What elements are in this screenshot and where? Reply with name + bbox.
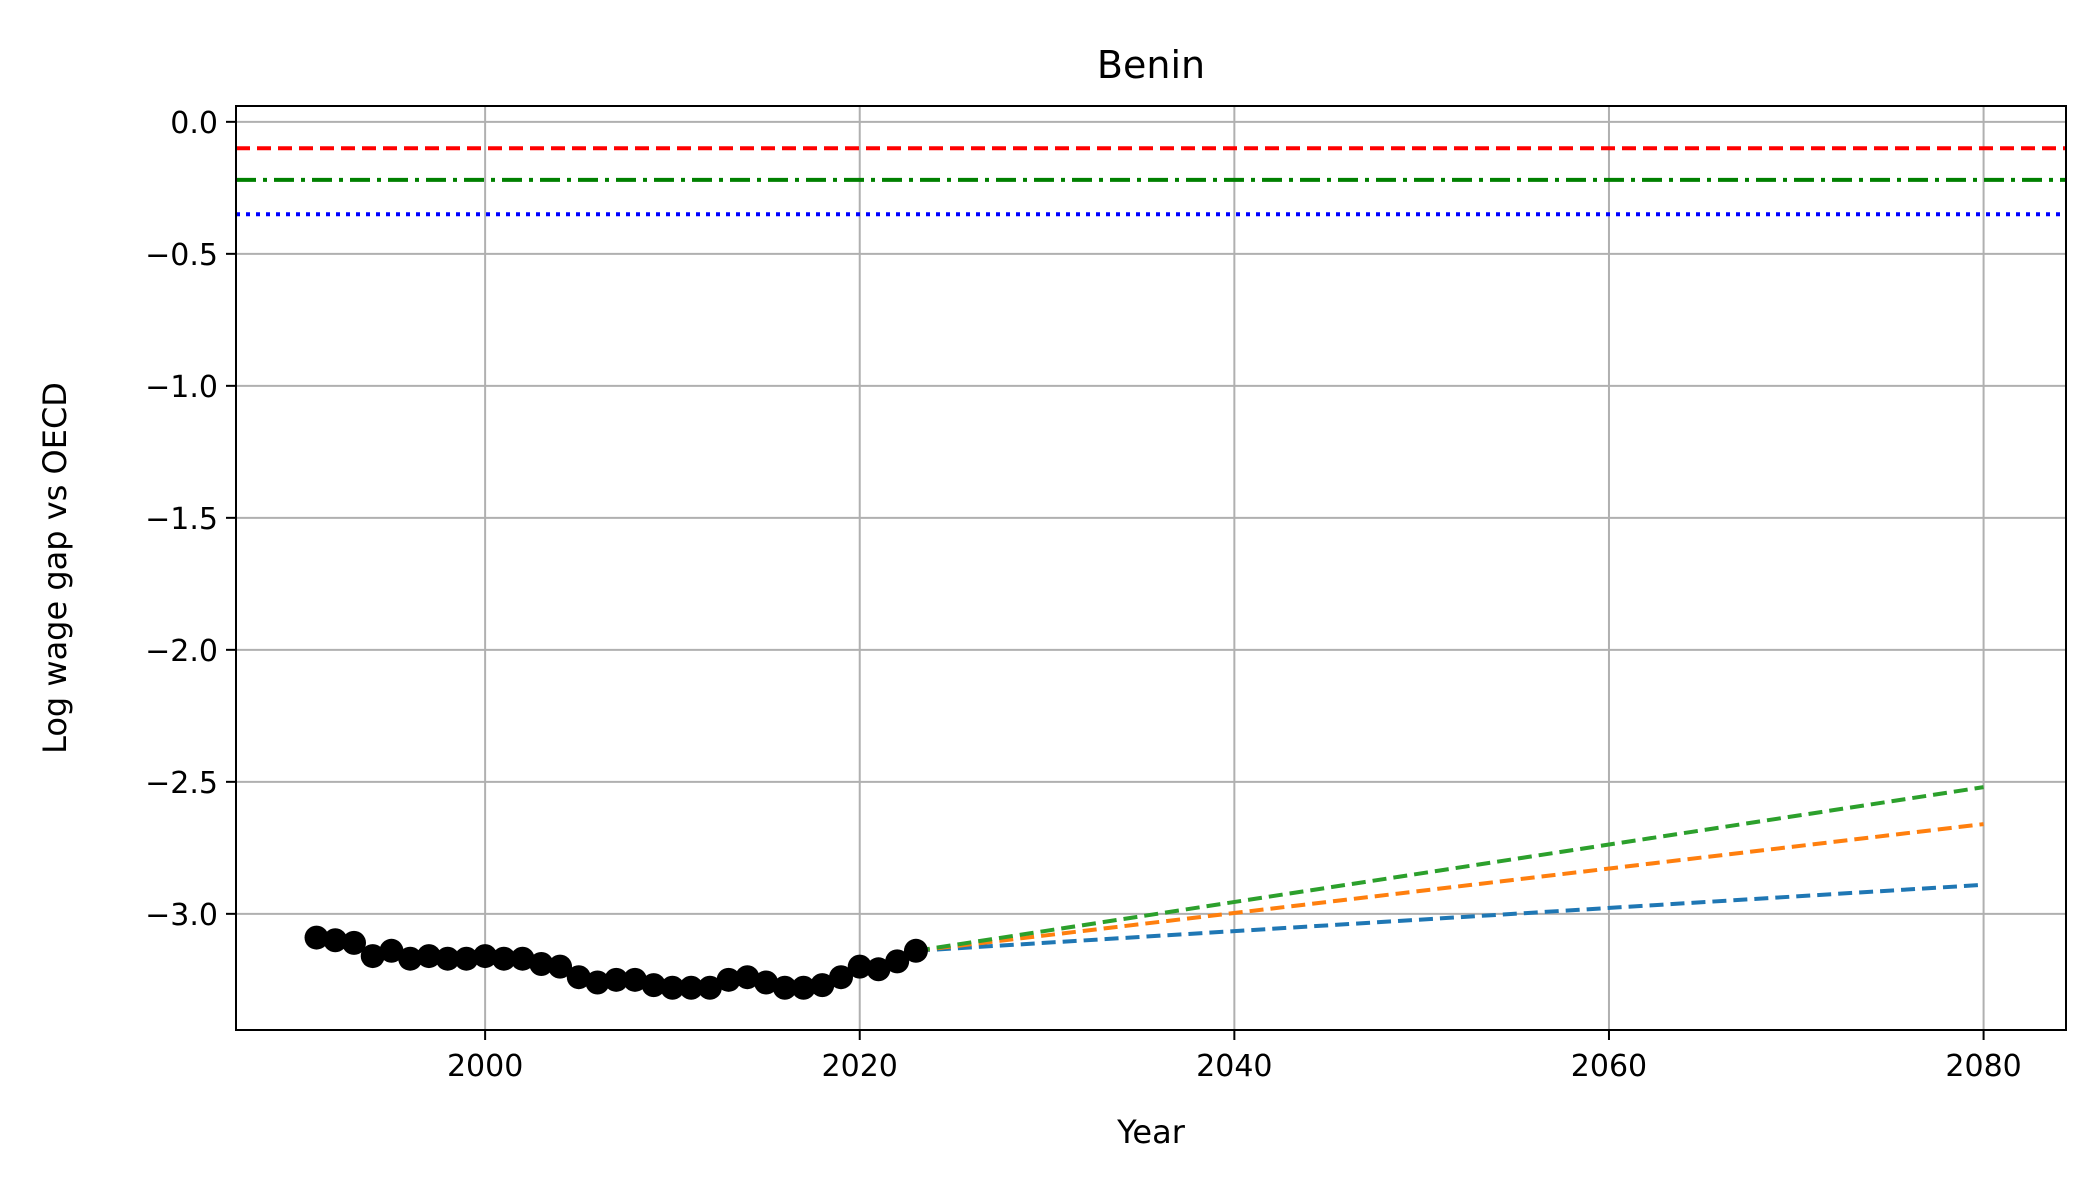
y-tick-label: −2.5 (145, 766, 218, 801)
historical-point (829, 965, 854, 990)
x-tick-label: 2060 (1571, 1049, 1647, 1084)
historical-point (697, 975, 722, 1000)
historical-point (772, 975, 797, 1000)
y-axis-ticks: 0.0 −0.5 −1.0 −1.5 −2.0 −2.5 −3.0 (145, 106, 236, 933)
historical-point (491, 946, 516, 971)
projection-line (915, 882, 1984, 953)
historical-point (379, 938, 404, 963)
x-tick-label: 2080 (1945, 1049, 2021, 1084)
historical-point (304, 925, 329, 950)
historical-point (716, 967, 741, 992)
historical-point (473, 944, 498, 969)
x-axis-ticks: 2000 2020 2040 2060 2080 (447, 1030, 2022, 1084)
historical-point (735, 965, 760, 990)
projection-series (915, 785, 1984, 953)
historical-series (304, 925, 928, 1000)
historical-point (604, 967, 629, 992)
y-axis-label: Log wage gap vs OECD (36, 382, 74, 754)
historical-point (810, 973, 835, 998)
historical-point (754, 970, 779, 995)
historical-point (360, 944, 385, 969)
projection-line (915, 785, 1984, 953)
historical-point (510, 946, 535, 971)
historical-point (866, 957, 891, 982)
historical-point (622, 967, 647, 992)
historical-point (398, 946, 423, 971)
y-tick-label: −1.5 (145, 502, 218, 537)
historical-point (454, 946, 479, 971)
y-tick-label: −2.0 (145, 634, 218, 669)
x-tick-label: 2020 (822, 1049, 898, 1084)
historical-point (585, 970, 610, 995)
y-tick-label: −0.5 (145, 238, 218, 273)
grid-layer (236, 106, 2066, 1030)
historical-point (566, 965, 591, 990)
historical-point (641, 973, 666, 998)
x-tick-label: 2040 (1196, 1049, 1272, 1084)
y-tick-label: 0.0 (170, 106, 218, 141)
historical-point (435, 946, 460, 971)
reference-lines (236, 146, 2066, 217)
historical-point (529, 952, 554, 976)
historical-point (660, 975, 685, 1000)
historical-point (342, 930, 367, 955)
historical-point (416, 944, 441, 969)
historical-point (847, 954, 872, 979)
y-tick-label: −1.0 (145, 370, 218, 405)
plot-frame (235, 105, 2067, 1031)
x-tick-label: 2000 (447, 1049, 523, 1084)
historical-point (791, 975, 816, 1000)
historical-point (548, 954, 573, 979)
x-axis-label: Year (1116, 1113, 1186, 1151)
historical-point (679, 975, 704, 1000)
projection-line (915, 822, 1984, 953)
y-tick-label: −3.0 (145, 898, 218, 933)
chart-title: Benin (1097, 43, 1205, 87)
historical-point (323, 928, 348, 953)
historical-point (903, 938, 928, 963)
historical-point (885, 949, 910, 974)
